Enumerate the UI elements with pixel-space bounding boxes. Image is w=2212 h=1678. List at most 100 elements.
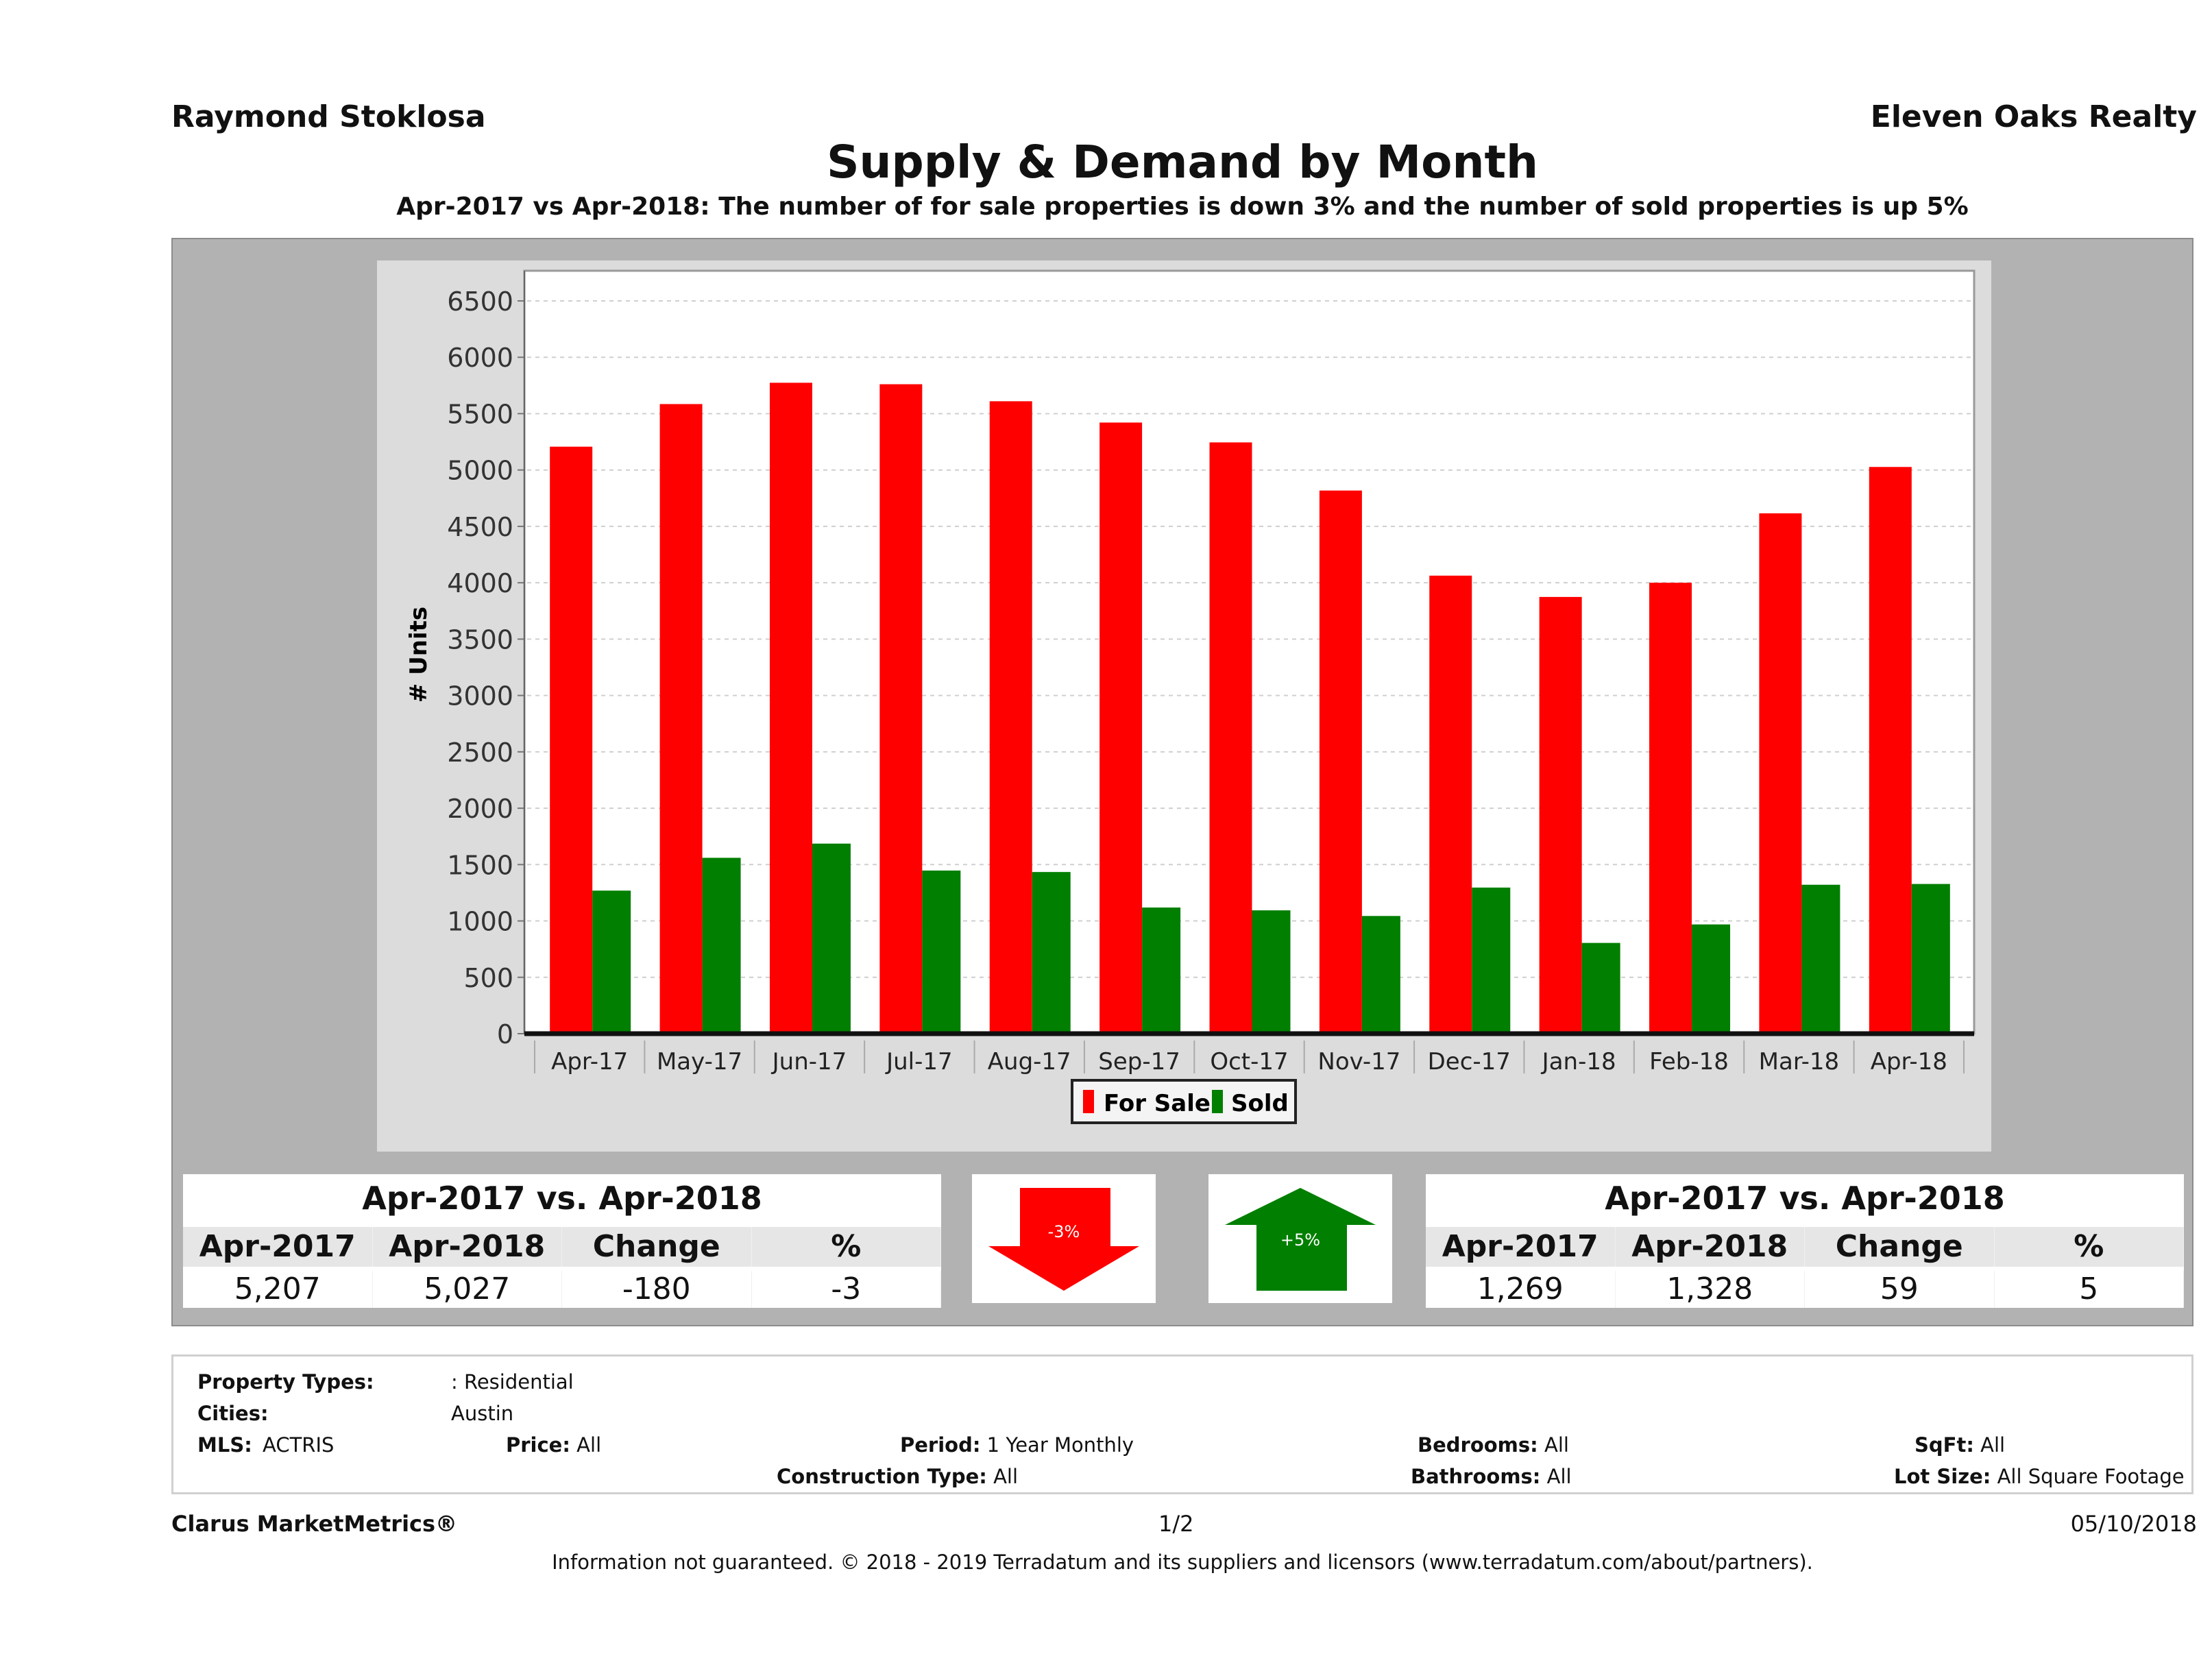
lot-size-label: Lot Size: [1894,1465,1991,1488]
value-cell: 59 [1805,1271,1995,1308]
lot-size-value: All Square Footage [1997,1465,2185,1488]
x-tick-label: Sep-17 [1098,1048,1180,1075]
x-tick-label: Apr-17 [551,1048,628,1075]
y-tick-label: 1000 [447,907,513,937]
for-sale-table-header: Apr-2017 Apr-2018 Change % [183,1227,941,1267]
for-sale-table-row: 5,207 5,027 -180 -3 [183,1271,941,1308]
y-tick-label: 4000 [447,568,513,598]
bar-for-sale [769,382,812,1034]
bar-sold [1142,907,1181,1034]
sqft-value: All [1980,1433,2006,1457]
legend: For Sale Sold [1071,1079,1297,1124]
mls-label: MLS: [197,1433,252,1457]
x-tick-label: Jan-18 [1541,1048,1616,1075]
arrow-down-icon: -3% [988,1188,1139,1291]
y-tick-label: 6500 [447,287,513,317]
x-tick-label: May-17 [657,1048,742,1075]
sold-table-caption: Apr-2017 vs. Apr-2018 [1605,1180,2005,1217]
bar-sold [1581,943,1620,1034]
bar-for-sale [1869,467,1912,1034]
header-cell: Change [1805,1227,1995,1267]
bar-sold [812,843,851,1034]
legend-label-sold: Sold [1231,1090,1289,1117]
sold-table: Apr-2017 vs. Apr-2018 Apr-2017 Apr-2018 … [1426,1174,2184,1308]
bar-for-sale [1429,575,1472,1034]
value-cell: 5 [1995,1271,2184,1308]
y-tick-label: 3500 [447,624,513,655]
legend-swatch-sold [1212,1090,1223,1113]
sold-table-row: 1,269 1,328 59 5 [1426,1271,2184,1308]
bar-sold [702,858,741,1034]
period-value: 1 Year Monthly [986,1433,1134,1457]
bar-sold [922,871,961,1034]
x-tick-label: Feb-18 [1649,1048,1729,1075]
sold-change-indicator: +5% [1208,1174,1392,1303]
x-tick-label: Jul-17 [885,1048,953,1075]
period-label: Period: [900,1433,981,1457]
y-tick-label: 3000 [447,681,513,712]
page-number: 1/2 [1158,1511,1194,1537]
y-tick-label: 5000 [447,456,513,486]
y-tick-label: 2500 [447,738,513,768]
sold-table-header: Apr-2017 Apr-2018 Change % [1426,1227,2184,1267]
bathrooms-label: Bathrooms: [1411,1465,1541,1488]
x-tick-label: Nov-17 [1317,1048,1400,1075]
bar-sold [1801,884,1840,1034]
agent-name: Raymond Stoklosa [171,99,486,134]
bar-for-sale [1759,513,1802,1034]
for-sale-change-indicator: -3% [972,1174,1156,1303]
value-cell: 5,207 [183,1271,373,1308]
report-subtitle: Apr-2017 vs Apr-2018: The number of for … [396,193,1969,221]
price-value: All [576,1433,602,1457]
header-cell: Apr-2017 [1426,1227,1616,1267]
for-sale-change-label: -3% [1048,1222,1080,1241]
x-tick-label: Aug-17 [988,1048,1071,1075]
bar-sold [592,890,631,1034]
arrow-up-icon: +5% [1225,1188,1376,1291]
value-cell: 1,269 [1426,1271,1616,1308]
bar-for-sale [550,446,593,1034]
search-criteria: Property Types: : Residential Cities: Au… [171,1354,2193,1494]
brokerage-name: Eleven Oaks Realty [1870,99,2197,134]
x-tick-label: Oct-17 [1210,1048,1288,1075]
value-cell: -180 [562,1271,752,1308]
construction-type-value: All [993,1465,1019,1488]
bar-for-sale [879,384,923,1034]
cities-value: Austin [451,1402,514,1425]
bedrooms-label: Bedrooms: [1418,1433,1538,1457]
report-title: Supply & Demand by Month [826,136,1539,189]
y-tick-label: 0 [497,1019,513,1049]
bar-sold [1032,872,1071,1034]
disclaimer: Information not guaranteed. © 2018 - 201… [552,1551,1813,1574]
header-cell: Apr-2018 [373,1227,562,1267]
cities-label: Cities: [197,1402,269,1425]
x-tick-label: Jun-17 [771,1048,847,1075]
y-tick-label: 2000 [447,794,513,824]
y-tick-label: 6000 [447,343,513,373]
sold-change-label: +5% [1280,1230,1320,1250]
bar-for-sale [659,404,703,1034]
construction-type-label: Construction Type: [777,1465,987,1488]
property-types-label: Property Types: [197,1370,374,1394]
for-sale-table-caption: Apr-2017 vs. Apr-2018 [362,1180,762,1217]
header-cell: % [1995,1227,2184,1267]
x-tick-label: Dec-17 [1428,1048,1511,1075]
x-tick-label: Mar-18 [1759,1048,1840,1075]
header-cell: Change [562,1227,752,1267]
bar-for-sale [1539,596,1582,1034]
bar-chart: 0 500 1000 1500 2000 2500 3000 3500 4000 4500 5000… [405,269,1976,1124]
sqft-label: SqFt: [1915,1433,1974,1457]
bedrooms-value: All [1544,1433,1569,1457]
bar-for-sale [1209,442,1252,1034]
bar-for-sale [989,401,1032,1034]
report-date: 05/10/2018 [2070,1511,2197,1537]
y-tick-label: 5500 [447,399,513,429]
for-sale-table: Apr-2017 vs. Apr-2018 Apr-2017 Apr-2018 … [183,1174,941,1308]
bathrooms-value: All [1546,1465,1572,1488]
y-tick-label: 1500 [447,850,513,880]
property-types-value: : Residential [451,1370,574,1394]
bar-sold [1472,887,1511,1034]
value-cell: -3 [752,1271,941,1308]
price-label: Price: [506,1433,570,1457]
bar-for-sale [1649,583,1692,1034]
